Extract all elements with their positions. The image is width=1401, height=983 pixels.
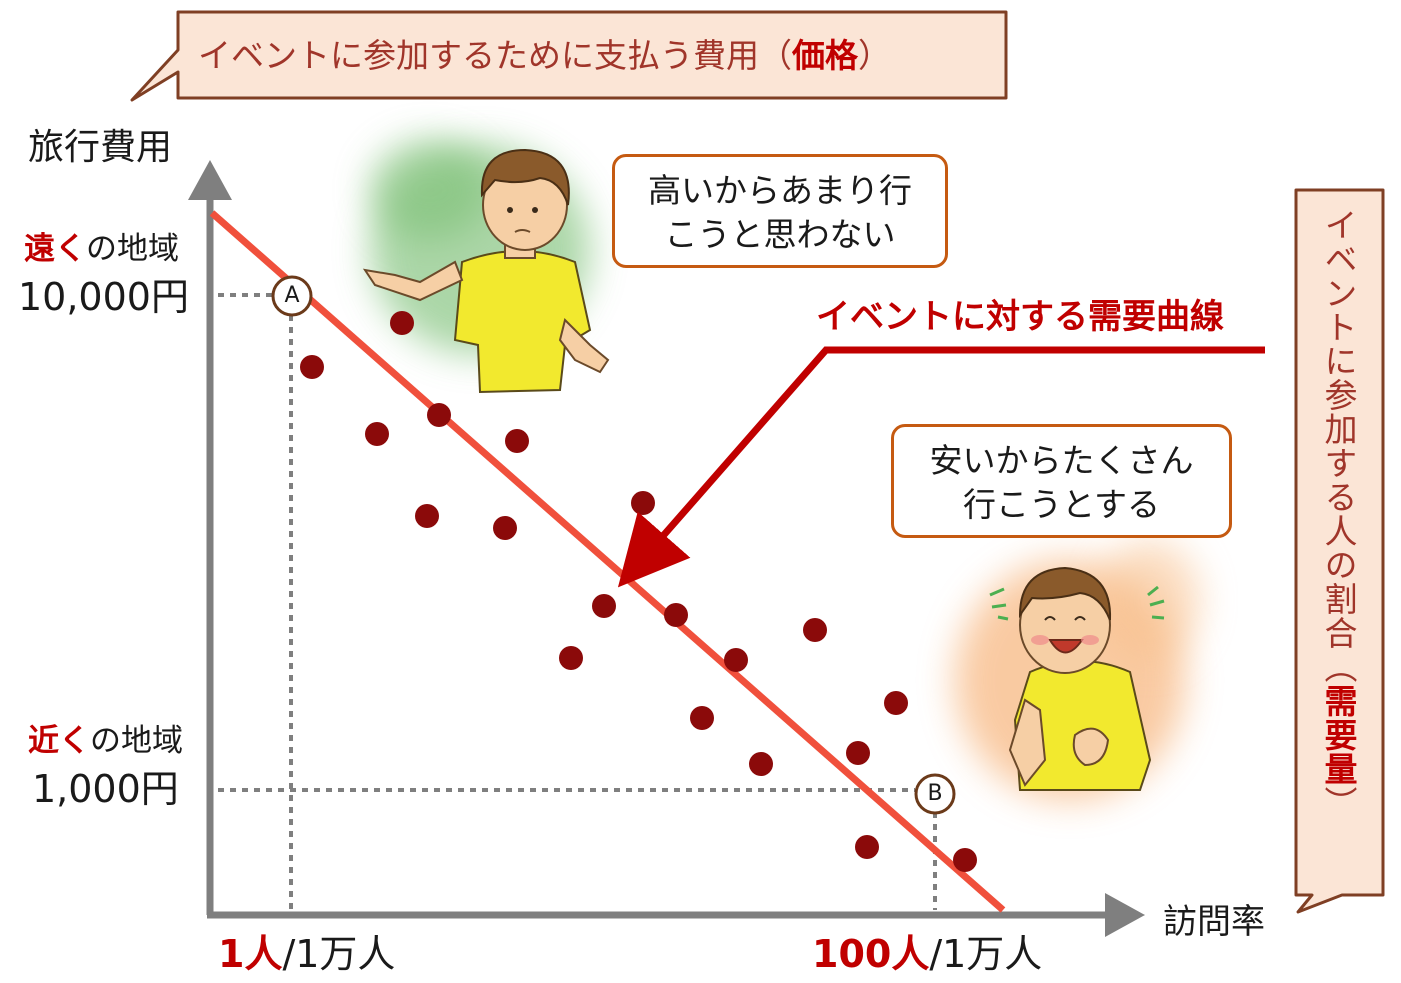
far-emphasis: 遠く <box>24 231 86 267</box>
x-left-rest: /1万人 <box>282 932 396 976</box>
observation-dot <box>749 752 773 776</box>
price-callout-text: イベントに参加するために支払う費用（ <box>198 36 792 75</box>
boy-cheering-illustration <box>955 540 1200 800</box>
demand-callout-text: イベントに参加する人の割合（ <box>1319 208 1358 684</box>
observation-dot <box>953 848 977 872</box>
demand-callout-close: ） <box>1319 786 1358 820</box>
x-left-label: 1人/1万人 <box>218 935 395 973</box>
point-b-label: B <box>927 781 943 806</box>
x-right-emphasis: 100人 <box>812 932 930 976</box>
y-axis-title: 旅行費用 <box>28 127 173 168</box>
bubble-high-line1: 高いからあまり行 <box>648 171 912 210</box>
observation-dot <box>592 594 616 618</box>
near-rest: の地域 <box>90 723 183 759</box>
x-right-label: 100人/1万人 <box>812 935 1042 973</box>
observation-dot <box>803 618 827 642</box>
curve-pointer-arrow <box>617 346 1265 588</box>
observation-dot <box>846 741 870 765</box>
near-region-label: 近くの地域 <box>28 726 183 757</box>
observation-dots <box>300 311 977 872</box>
observation-dot <box>300 355 324 379</box>
bubble-high-price: 高いからあまり行 こうと思わない <box>612 154 948 268</box>
observation-dot <box>690 706 714 730</box>
x-right-rest: /1万人 <box>929 932 1043 976</box>
price-callout: イベントに参加するために支払う費用（価格） <box>198 36 891 76</box>
observation-dot <box>505 429 529 453</box>
boy-shrugging-illustration <box>362 140 610 394</box>
axes <box>188 160 1145 937</box>
demand-callout-emphasis: 需要量 <box>1319 684 1358 786</box>
near-price-label: 1,000円 <box>32 767 179 811</box>
price-callout-close: ） <box>858 36 891 75</box>
point-a-marker <box>271 275 313 317</box>
observation-dot <box>559 646 583 670</box>
x-axis-title: 訪問率 <box>1163 902 1265 942</box>
observation-dot <box>427 403 451 427</box>
observation-dot <box>415 504 439 528</box>
bubble-low-line1: 安いからたくさん <box>929 441 1194 480</box>
y-axis-arrow <box>188 160 232 200</box>
observation-dot <box>855 835 879 859</box>
demand-line <box>209 210 1006 913</box>
far-region-label: 遠くの地域 <box>24 234 179 265</box>
observation-dot <box>884 691 908 715</box>
demand-callout: イベントに参加する人の割合（需要量） <box>1319 208 1358 820</box>
bubble-low-line2: 行こうとする <box>962 485 1160 524</box>
x-axis-arrow <box>1105 893 1145 937</box>
point-b-marker <box>914 773 956 815</box>
observation-dot <box>631 491 655 515</box>
observation-dot <box>664 603 688 627</box>
observation-dot <box>493 516 517 540</box>
far-price-label: 10,000円 <box>18 275 189 319</box>
bubble-low-price: 安いからたくさん 行こうとする <box>891 424 1232 538</box>
observation-dot <box>390 311 414 335</box>
point-a-label: A <box>284 283 300 308</box>
observation-dot <box>365 422 389 446</box>
bubble-high-line2: こうと思わない <box>664 215 896 254</box>
demand-curve-label: イベントに対する需要曲線 <box>816 297 1224 337</box>
price-callout-emphasis: 価格 <box>792 36 858 75</box>
guide-lines <box>218 293 937 910</box>
price-callout-shape <box>130 10 1008 102</box>
demand-callout-shape <box>1294 188 1385 914</box>
x-left-emphasis: 1人 <box>218 932 283 976</box>
far-rest: の地域 <box>86 231 179 267</box>
near-emphasis: 近く <box>28 723 90 759</box>
observation-dot <box>724 648 748 672</box>
